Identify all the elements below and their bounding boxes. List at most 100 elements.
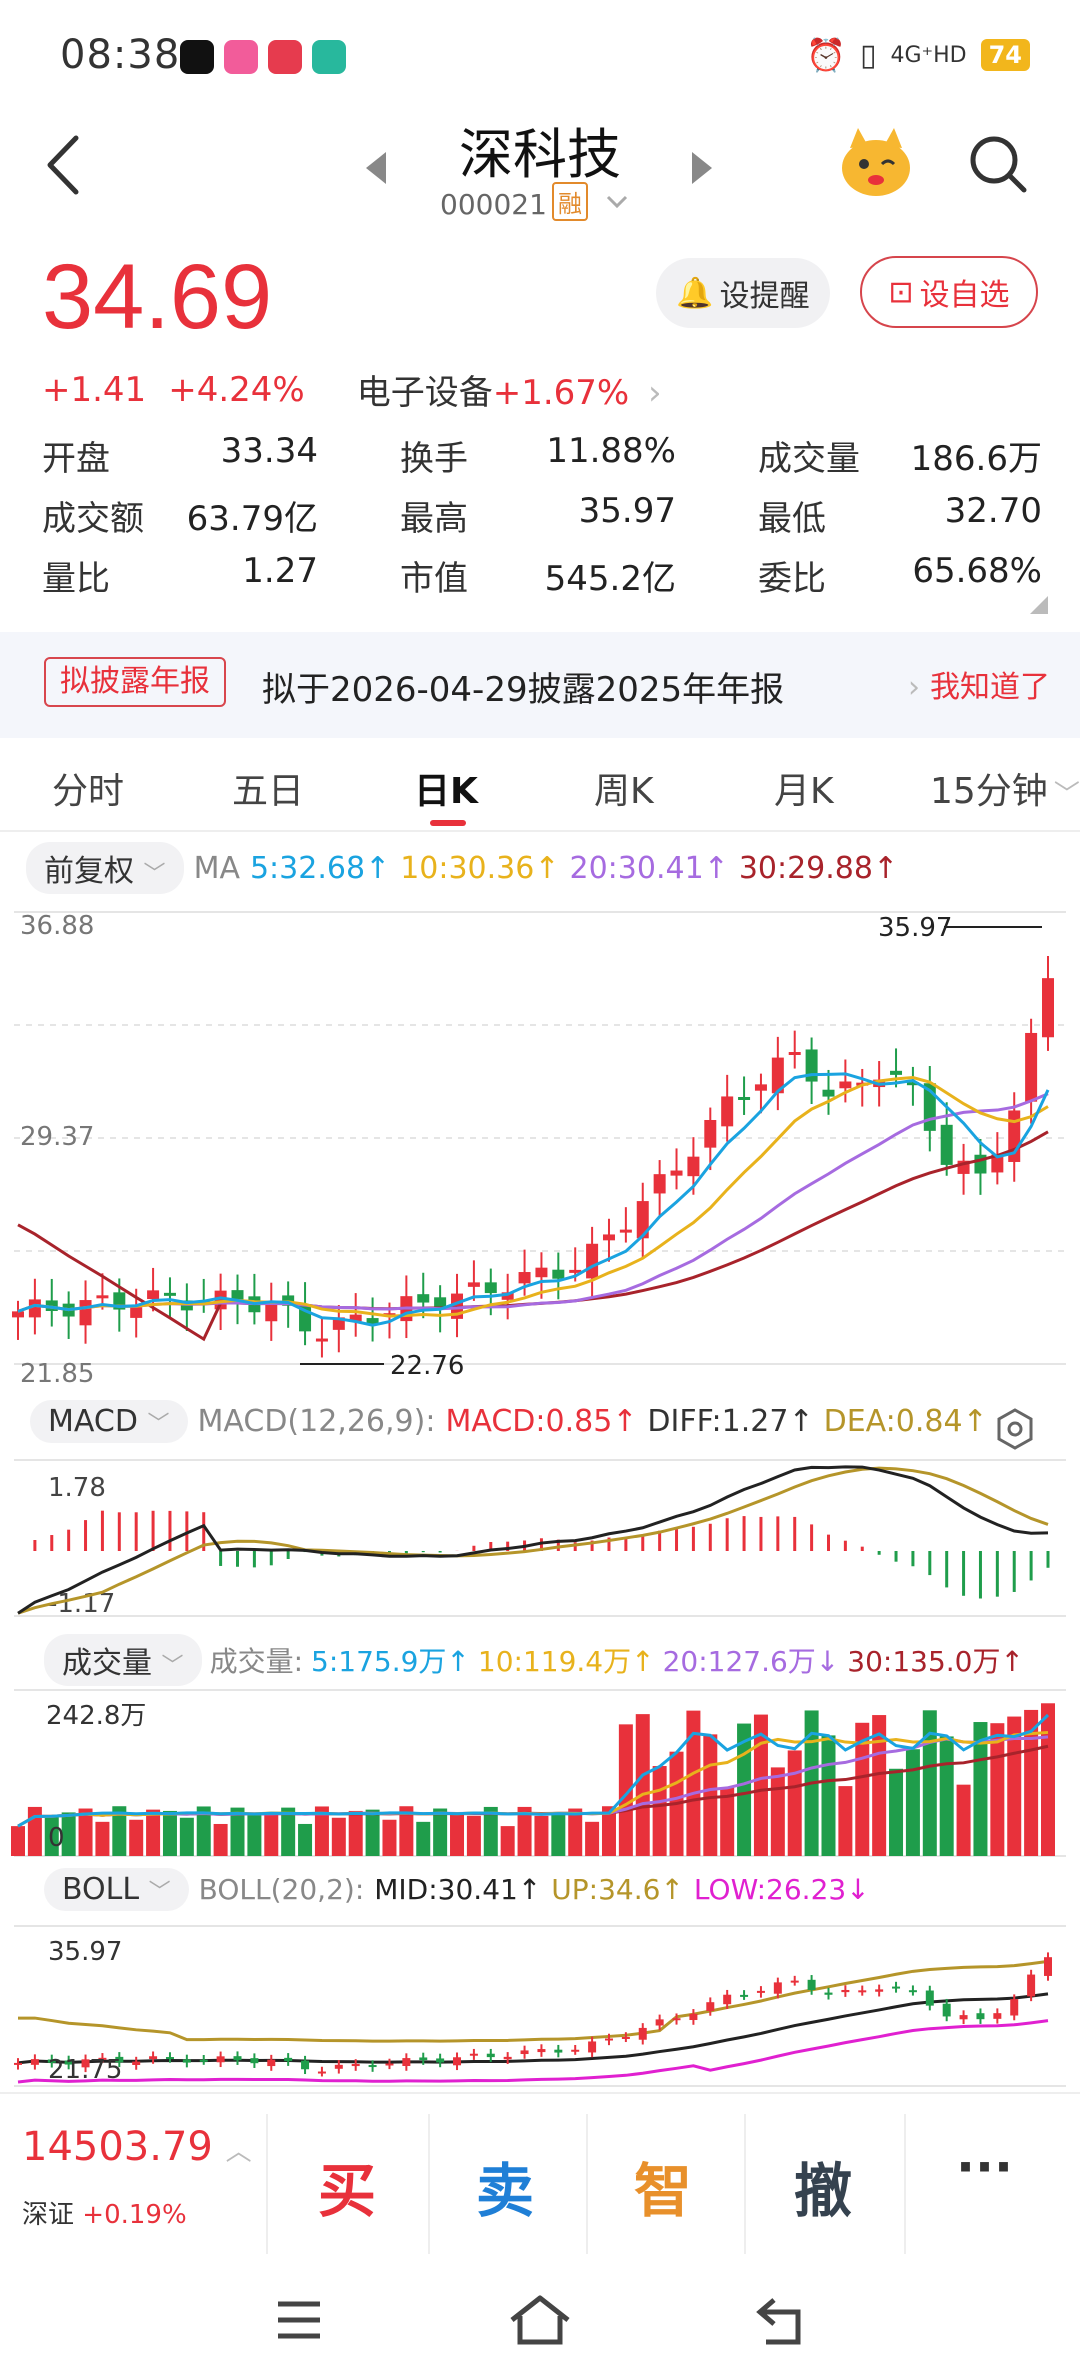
chevron-down-icon: ﹀: [148, 1880, 171, 1905]
boll-selector[interactable]: BOLL ﹀: [44, 1868, 189, 1911]
candle-body: [552, 1269, 565, 1279]
volume-bar: [821, 1735, 836, 1856]
candle-body: [822, 1089, 835, 1097]
buy-button[interactable]: 买: [318, 2157, 377, 2225]
volume-bar: [95, 1821, 110, 1856]
boll-candle-body: [824, 1992, 833, 1995]
candle-body: [670, 1170, 683, 1176]
tab-15min[interactable]: 15分钟 ﹀: [930, 771, 1080, 812]
candle-body: [1042, 978, 1054, 1038]
boll-candle-body: [875, 1989, 884, 1992]
volume-bar: [348, 1810, 363, 1856]
sell-button[interactable]: 卖: [476, 2157, 535, 2225]
boll-candle-body: [317, 2071, 326, 2074]
boll-candle-body: [165, 2057, 174, 2060]
volume-bar: [416, 1821, 431, 1856]
volume-bar: [1024, 1709, 1039, 1856]
prev-stock-icon[interactable]: [362, 148, 392, 188]
chevron-down-icon: ﹀: [143, 862, 166, 887]
candle-body: [366, 1318, 379, 1325]
stock-name: 深科技: [459, 123, 621, 186]
boll-candle-body: [638, 2027, 647, 2040]
volume-bar: [264, 1814, 279, 1856]
volume-bar: [551, 1812, 566, 1856]
y-axis-mid: 29.37: [20, 1122, 94, 1152]
stat-cell: 委比 65.68%: [758, 550, 1042, 599]
cancel-order-button[interactable]: 撤: [794, 2157, 853, 2225]
search-icon[interactable]: [966, 132, 1030, 196]
tab-monthly-k[interactable]: 月K: [774, 771, 834, 812]
menu-icon[interactable]: [274, 2298, 324, 2342]
boll-candle-body: [368, 2065, 377, 2068]
ma10-line: [17, 1075, 1049, 1318]
macd-legend: MACD ﹀ MACD(12,26,9): MACD:0.85↑ DIFF:1.…: [30, 1400, 988, 1443]
volume-bar: [44, 1815, 59, 1856]
add-favorite-button[interactable]: ⊡ 设自选: [860, 256, 1038, 328]
back-nav-icon[interactable]: [754, 2296, 810, 2346]
boll-candle-body: [672, 2018, 681, 2021]
kline-chart[interactable]: 36.88 29.37 21.85 35.97 22.76: [0, 892, 1080, 1392]
boll-candle-body: [436, 2058, 445, 2063]
dismiss-notice-button[interactable]: › 我知道了: [908, 670, 1050, 705]
candle-body: [79, 1300, 92, 1326]
sector-link[interactable]: 电子设备+1.67% ›: [356, 373, 662, 413]
macd-selector[interactable]: MACD ﹀: [30, 1400, 188, 1443]
settings-hex-icon[interactable]: [996, 1408, 1034, 1450]
volume-bar: [365, 1809, 380, 1856]
candle-body: [349, 1314, 362, 1322]
volume-bar: [838, 1786, 853, 1856]
next-stock-icon[interactable]: [686, 148, 716, 188]
y-axis-min: 21.85: [20, 1359, 94, 1389]
home-icon[interactable]: [508, 2294, 572, 2346]
adjust-selector[interactable]: 前复权 ﹀: [26, 842, 184, 894]
chevron-down-icon[interactable]: [606, 194, 628, 210]
boll-candle-body: [182, 2059, 191, 2063]
tab-intraday[interactable]: 分时: [52, 771, 125, 812]
set-alert-button[interactable]: 🔔 设提醒: [656, 258, 830, 328]
chat-icon: ⊡: [888, 274, 914, 310]
boll-candle-body: [233, 2056, 242, 2061]
boll-legend: BOLL ﹀ BOLL(20,2): MID:30.41↑ UP:34.6↑ L…: [44, 1868, 870, 1911]
volume-bar: [466, 1815, 481, 1856]
index-value[interactable]: 14503.79 ︿: [22, 2124, 252, 2170]
stat-row: 开盘 33.34 换手 11.88% 成交量 186.6万: [42, 425, 1042, 485]
network-indicator: 4G⁺HD: [890, 42, 967, 68]
margin-badge: 融: [552, 182, 588, 221]
boll-candle-body: [250, 2058, 259, 2064]
diff-value: DIFF:1.27↑: [647, 1404, 814, 1439]
expand-corner-icon[interactable]: [1030, 596, 1048, 614]
candle-body: [130, 1307, 143, 1318]
chevron-right-icon: ›: [908, 670, 920, 705]
boll-candle-body: [30, 2059, 39, 2065]
boll-candles: [14, 1952, 1052, 2077]
candle-body: [771, 1057, 784, 1094]
boll-chart[interactable]: 35.97 21.75: [0, 1922, 1080, 2090]
candle-body: [704, 1119, 717, 1148]
candle-body: [96, 1295, 109, 1299]
macd-chart[interactable]: 1.78 -1.17: [0, 1456, 1080, 1626]
volume-bar: [618, 1724, 633, 1856]
volume-bar: [720, 1787, 735, 1856]
boll-candle-body: [1027, 1974, 1036, 1997]
candle-body: [12, 1311, 24, 1318]
back-icon[interactable]: [40, 130, 90, 200]
active-tab-indicator: [430, 820, 466, 826]
candle-body: [484, 1282, 497, 1294]
more-button[interactable]: ···: [956, 2138, 1013, 2196]
divider: [904, 2114, 906, 2254]
candle-body: [653, 1174, 666, 1194]
volume-bar: [939, 1736, 954, 1856]
smart-button[interactable]: 智: [634, 2157, 693, 2225]
boll-candle-body: [14, 2062, 22, 2065]
volume-bar: [11, 1826, 25, 1856]
chevron-down-icon: ﹀: [161, 1654, 184, 1679]
boll-candle-body: [132, 2061, 141, 2065]
tab-daily-k[interactable]: 日K: [414, 771, 478, 812]
volume-bar: [78, 1808, 93, 1856]
mascot-icon[interactable]: [836, 122, 916, 202]
tab-five-day[interactable]: 五日: [232, 771, 305, 812]
tab-weekly-k[interactable]: 周K: [594, 771, 654, 812]
volume-selector[interactable]: 成交量 ﹀: [44, 1634, 202, 1686]
boll-candle-body: [740, 1994, 749, 1997]
volume-chart[interactable]: 242.8万 0: [0, 1686, 1080, 1862]
